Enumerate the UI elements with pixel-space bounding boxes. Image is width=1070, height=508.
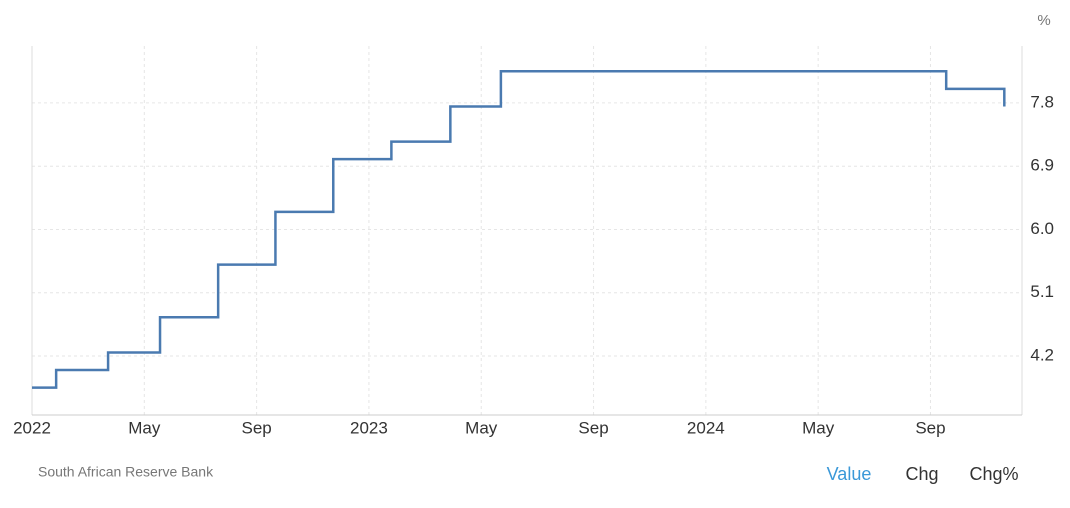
- x-tick-label: 2024: [687, 418, 725, 437]
- tab-button[interactable]: Chg: [905, 464, 938, 484]
- x-tick-label: Sep: [241, 418, 271, 437]
- x-tick-label: May: [802, 418, 835, 437]
- tab-button[interactable]: Value: [827, 464, 872, 484]
- y-tick-label: 7.8: [1030, 92, 1054, 111]
- x-tick-label: 2022: [13, 418, 51, 437]
- y-tick-label: 6.9: [1030, 156, 1054, 175]
- x-tick-label: Sep: [578, 418, 608, 437]
- x-tick-label: May: [128, 418, 161, 437]
- x-tick-label: May: [465, 418, 498, 437]
- x-tick-label: Sep: [915, 418, 945, 437]
- source: South African Reserve Bank: [38, 464, 214, 480]
- y-tick-label: 4.2: [1030, 345, 1054, 364]
- x-tick-label: 2023: [350, 418, 388, 437]
- tab-button[interactable]: Chg%: [969, 464, 1018, 484]
- y-tick-label: 5.1: [1030, 282, 1054, 301]
- y-tick-label: 6.0: [1030, 219, 1054, 238]
- data-line: [32, 70, 1006, 389]
- unit-label: %: [1037, 12, 1050, 29]
